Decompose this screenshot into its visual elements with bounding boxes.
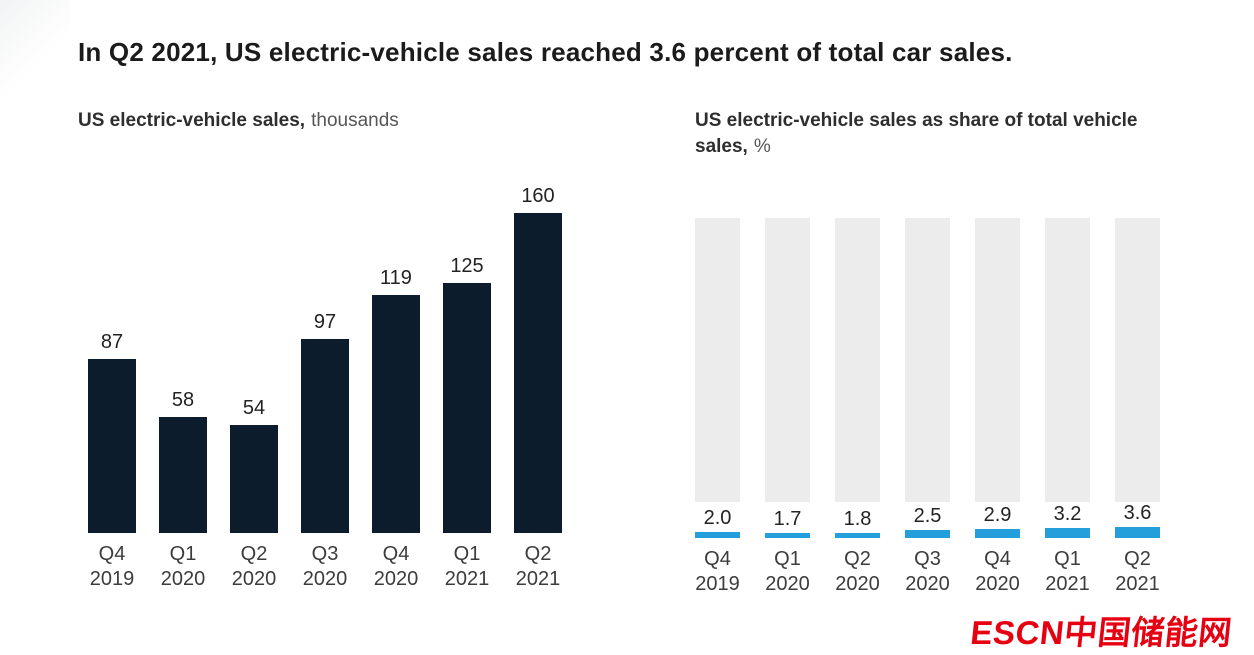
chart-ev-sales: US electric-vehicle sales, thousands 87 Q4… <box>78 108 578 592</box>
chart-subtitle-right-unit: % <box>753 136 771 157</box>
axis-label: Q2 2021 <box>515 543 561 590</box>
bar-value-label: 125 <box>450 255 484 277</box>
label-gap: 1.7 <box>765 502 810 533</box>
axis-label: Q3 2020 <box>302 543 348 590</box>
axis-label: Q1 2020 <box>160 543 206 590</box>
chart-subtitle-left-bold: US electric-vehicle sales, <box>78 110 306 131</box>
ev-share-bar <box>835 533 880 538</box>
ev-share-bar <box>765 533 810 538</box>
bar-value-label: 2.0 <box>703 507 732 529</box>
ev-share-bar <box>905 530 950 538</box>
bar-value-label: 119 <box>380 267 412 289</box>
bar-value-label: 58 <box>171 389 195 411</box>
bar-column: 3.2 Q1 2021 <box>1045 218 1090 597</box>
label-gap: 2.0 <box>695 502 740 532</box>
bar-value-label: 3.2 <box>1053 503 1082 525</box>
plot-cell: 1.7 <box>765 218 810 538</box>
plot-cell: 97 <box>301 183 349 533</box>
total-sales-track-bar <box>765 218 810 502</box>
ev-sales-bar <box>88 359 136 533</box>
bar-value-label: 1.8 <box>843 508 872 530</box>
plot-cell: 2.0 <box>695 218 740 538</box>
bar-value-label: 54 <box>242 397 266 419</box>
label-gap: 2.5 <box>905 502 950 530</box>
total-sales-track-bar <box>695 218 740 502</box>
axis-label: Q1 2021 <box>444 543 490 590</box>
ev-share-plot: 2.0 Q4 2019 1.7 Q1 2020 1.8 Q2 2020 2.5 Q3 2020… <box>695 218 1160 597</box>
axis-label: Q4 2020 <box>975 548 1020 595</box>
chart-subtitle-right: US electric-vehicle sales as share of to… <box>695 108 1160 160</box>
bar-column: 54 Q2 2020 <box>230 183 278 592</box>
axis-label: Q4 2019 <box>89 543 135 590</box>
axis-label: Q2 2021 <box>1115 548 1160 595</box>
bar-column: 119 Q4 2020 <box>372 183 420 592</box>
corner-shade <box>0 0 70 120</box>
bar-column: 160 Q2 2021 <box>514 183 562 592</box>
bar-value-label: 2.9 <box>983 504 1012 526</box>
bar-column: 125 Q1 2021 <box>443 183 491 592</box>
ev-sales-bar <box>301 339 349 533</box>
bar-column: 2.0 Q4 2019 <box>695 218 740 597</box>
chart-subtitle-left: US electric-vehicle sales, thousands <box>78 108 578 134</box>
ev-sales-bar <box>514 213 562 533</box>
axis-label: Q2 2020 <box>835 548 880 595</box>
bar-value-label: 160 <box>521 185 555 207</box>
chart-subtitle-right-bold: US electric-vehicle sales as share of to… <box>695 110 1138 157</box>
bar-column: 97 Q3 2020 <box>301 183 349 592</box>
page-title: In Q2 2021, US electric-vehicle sales re… <box>78 37 1013 67</box>
bar-column: 87 Q4 2019 <box>88 183 136 592</box>
axis-label: Q3 2020 <box>905 548 950 595</box>
chart-subtitle-left-unit: thousands <box>311 110 399 131</box>
plot-cell: 125 <box>443 183 491 533</box>
bar-column: 1.8 Q2 2020 <box>835 218 880 597</box>
bar-value-label: 1.7 <box>773 508 802 530</box>
plot-cell: 2.5 <box>905 218 950 538</box>
plot-cell: 160 <box>514 183 562 533</box>
bar-value-label: 3.6 <box>1123 502 1152 524</box>
axis-label: Q1 2020 <box>765 548 810 595</box>
plot-cell: 3.6 <box>1115 218 1160 538</box>
plot-cell: 1.8 <box>835 218 880 538</box>
ev-share-bar <box>975 529 1020 538</box>
bar-column: 1.7 Q1 2020 <box>765 218 810 597</box>
plot-cell: 3.2 <box>1045 218 1090 538</box>
ev-sales-bar <box>159 417 207 533</box>
axis-label: Q1 2021 <box>1045 548 1090 595</box>
bar-column: 58 Q1 2020 <box>159 183 207 592</box>
axis-label: Q2 2020 <box>231 543 277 590</box>
label-gap: 3.2 <box>1045 502 1090 528</box>
chart-ev-share: US electric-vehicle sales as share of to… <box>695 108 1160 597</box>
total-sales-track-bar <box>975 218 1020 502</box>
ev-sales-bar <box>372 295 420 533</box>
ev-share-bar <box>695 532 740 538</box>
ev-sales-bar <box>230 425 278 533</box>
bar-value-label: 87 <box>100 331 124 353</box>
label-gap: 1.8 <box>835 502 880 533</box>
plot-cell: 2.9 <box>975 218 1020 538</box>
ev-sales-bar <box>443 283 491 533</box>
axis-label: Q4 2019 <box>695 548 740 595</box>
bar-value-label: 97 <box>313 311 337 333</box>
plot-cell: 119 <box>372 183 420 533</box>
total-sales-track-bar <box>1045 218 1090 502</box>
bar-column: 3.6 Q2 2021 <box>1115 218 1160 597</box>
plot-cell: 54 <box>230 183 278 533</box>
label-gap: 2.9 <box>975 502 1020 529</box>
bar-value-label: 2.5 <box>913 505 942 527</box>
axis-label: Q4 2020 <box>373 543 419 590</box>
plot-cell: 58 <box>159 183 207 533</box>
total-sales-track-bar <box>1115 218 1160 502</box>
escn-logo: ESCN中国储能网 <box>968 614 1234 651</box>
plot-cell: 87 <box>88 183 136 533</box>
bar-column: 2.5 Q3 2020 <box>905 218 950 597</box>
label-gap: 3.6 <box>1115 502 1160 527</box>
ev-share-bar <box>1045 528 1090 538</box>
total-sales-track-bar <box>835 218 880 502</box>
ev-share-bar <box>1115 527 1160 538</box>
ev-sales-plot: 87 Q4 2019 58 Q1 2020 54 Q2 2020 97 Q3 2020 119 Q… <box>78 183 578 592</box>
bar-column: 2.9 Q4 2020 <box>975 218 1020 597</box>
total-sales-track-bar <box>905 218 950 502</box>
